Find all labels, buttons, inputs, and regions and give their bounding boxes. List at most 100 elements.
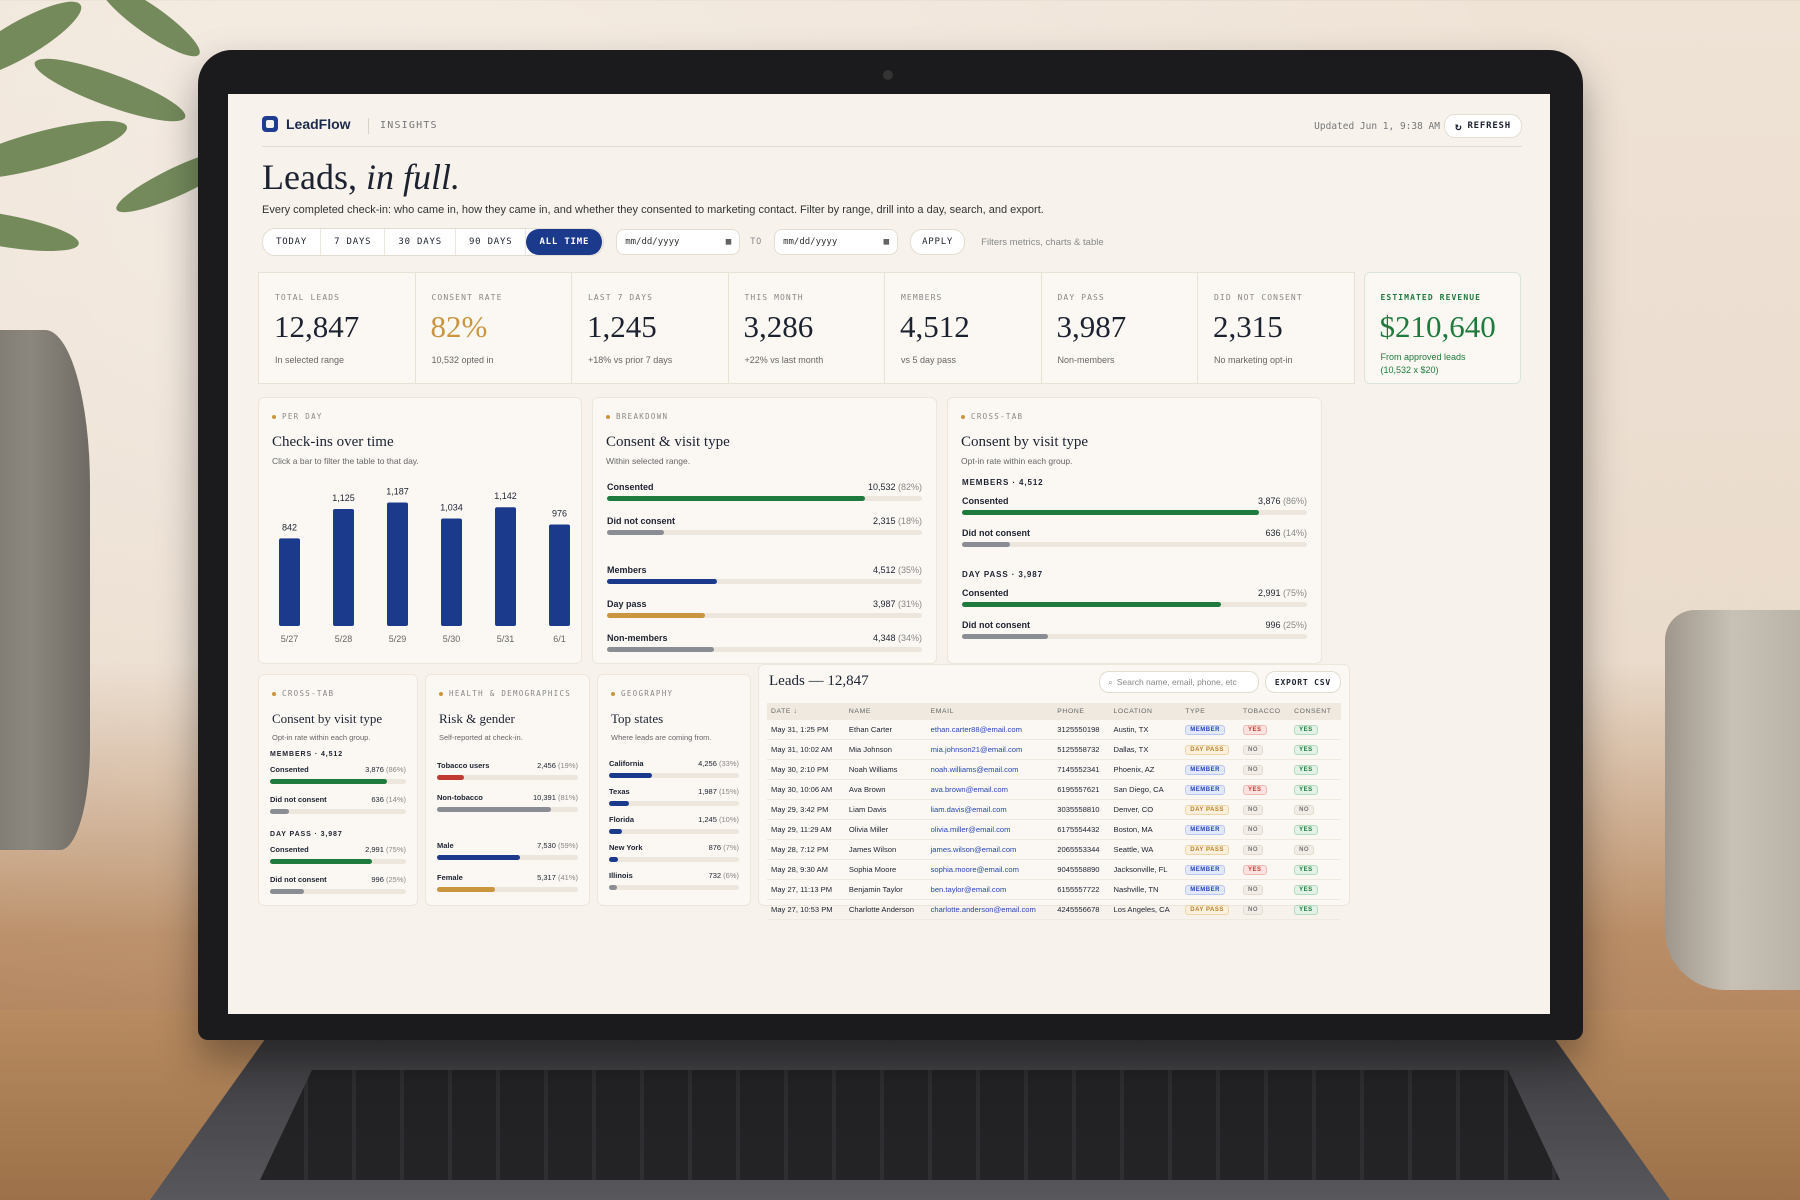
date-to-placeholder: mm/dd/yyyy [783, 237, 838, 247]
table-row[interactable]: May 30, 10:06 AM Ava Brown ava.brown@email… [767, 779, 1341, 800]
progress-fill [270, 779, 387, 784]
type-badge: DAY PASS [1185, 845, 1229, 855]
email-link[interactable]: ethan.carter88@email.com [926, 720, 1054, 740]
row-value: 3,876 (86%) [365, 765, 406, 774]
consent-badge-cell: YES [1290, 899, 1341, 920]
progress-fill [437, 887, 495, 892]
progress-track [270, 809, 406, 814]
x-tick-label: 5/28 [335, 634, 353, 644]
card-title: Consent by visit type [272, 711, 383, 726]
range-option[interactable]: 90 DAYS [456, 229, 527, 255]
chart-bar[interactable] [387, 502, 408, 626]
column-header[interactable]: PHONE [1053, 703, 1110, 720]
email-link[interactable]: liam.davis@email.com [926, 799, 1054, 820]
progress-track [962, 542, 1307, 547]
progress-fill [962, 634, 1049, 639]
progress-row: California 4,256 (33%) [609, 759, 739, 785]
progress-fill [270, 859, 372, 864]
card-eyebrow: CROSS-TAB [961, 412, 1023, 421]
table-row[interactable]: May 28, 7:12 PM James Wilson james.wilson@… [767, 839, 1341, 860]
row-count: 10,532 [867, 482, 896, 492]
table-row[interactable]: May 27, 10:53 PM Charlotte Anderson charlo… [767, 899, 1341, 920]
email-link[interactable]: james.wilson@email.com [926, 839, 1054, 860]
search-input[interactable]: ⌕ Search name, email, phone, etc [1099, 671, 1259, 693]
location-cell: Boston, MA [1109, 819, 1182, 840]
range-option[interactable]: TODAY [263, 229, 322, 255]
chart-bar[interactable] [441, 518, 462, 626]
apply-button[interactable]: APPLY [910, 229, 966, 255]
section-label: INSIGHTS [380, 120, 438, 131]
chart-bar[interactable] [495, 507, 516, 626]
name-cell: Noah Williams [844, 759, 927, 780]
kpi-card: DAY PASS 3,987 Non-members [1040, 272, 1198, 384]
progress-track [609, 857, 739, 862]
chart-bar[interactable] [333, 509, 354, 626]
column-header[interactable]: NAME [844, 703, 927, 720]
kpi-sub: From approved leads (10,532 x $20) [1381, 351, 1466, 377]
progress-row: Did not consent 636 (14%) [270, 795, 406, 821]
progress-fill [437, 775, 464, 780]
table-row[interactable]: May 28, 9:30 AM Sophia Moore sophia.moore@… [767, 859, 1341, 880]
table-row[interactable]: May 31, 10:02 AM Mia Johnson mia.johnson21… [767, 739, 1341, 760]
kpi-value: 3,286 [743, 309, 814, 344]
table-row[interactable]: May 29, 3:42 PM Liam Davis liam.davis@emai… [767, 799, 1341, 820]
type-badge-cell: MEMBER [1181, 859, 1239, 880]
column-header[interactable]: TOBACCO [1238, 703, 1291, 720]
email-link[interactable]: olivia.miller@email.com [926, 819, 1054, 840]
progress-fill [607, 647, 715, 652]
group-header: DAY PASS · 3,987 [270, 831, 343, 838]
row-value: 5,317 (41%) [537, 873, 578, 882]
table-row[interactable]: May 27, 11:13 PM Benjamin Taylor ben.taylo… [767, 879, 1341, 900]
progress-row: Illinois 732 (6%) [609, 871, 739, 897]
kpi-label: TOTAL LEADS [275, 293, 341, 302]
row-value: 4,256 (33%) [698, 759, 739, 768]
column-header[interactable]: DATE ↓ [767, 703, 845, 720]
type-badge: MEMBER [1185, 825, 1225, 835]
column-header[interactable]: EMAIL [926, 703, 1054, 720]
card-desc: Within selected range. [606, 456, 691, 466]
date-cell: May 30, 2:10 PM [767, 759, 845, 780]
type-badge: DAY PASS [1185, 905, 1229, 915]
range-option[interactable]: 30 DAYS [385, 229, 456, 255]
progress-row: Non-tobacco 10,391 (81%) [437, 793, 578, 819]
progress-fill [270, 809, 290, 814]
row-label: Texas [609, 787, 630, 796]
kpi-label: DAY PASS [1057, 293, 1105, 302]
email-link[interactable]: mia.johnson21@email.com [926, 739, 1054, 760]
tobacco-badge-cell: NO [1238, 879, 1291, 900]
table-row[interactable]: May 30, 2:10 PM Noah Williams noah.william… [767, 759, 1341, 780]
brand-logo[interactable]: LeadFlow [262, 116, 351, 132]
email-link[interactable]: sophia.moore@email.com [926, 859, 1054, 880]
table-row[interactable]: May 29, 11:29 AM Olivia Miller olivia.mill… [767, 819, 1341, 840]
location-cell: Los Angeles, CA [1109, 899, 1182, 920]
date-from-field[interactable]: mm/dd/yyyy ▦ [616, 229, 741, 255]
chart-bar[interactable] [279, 538, 300, 626]
date-cell: May 28, 9:30 AM [767, 859, 845, 880]
column-header[interactable]: TYPE [1181, 703, 1239, 720]
row-percent: (18%) [895, 516, 922, 526]
column-header[interactable]: CONSENT [1290, 703, 1341, 720]
table-row[interactable]: May 31, 1:25 PM Ethan Carter ethan.carter8… [767, 720, 1341, 740]
email-link[interactable]: ben.taylor@email.com [926, 879, 1054, 900]
export-csv-button[interactable]: EXPORT CSV [1264, 671, 1341, 693]
row-count: 5,317 [537, 873, 556, 882]
refresh-button[interactable]: ↻ REFRESH [1444, 114, 1522, 138]
row-value: 2,315 (18%) [873, 516, 922, 526]
progress-row: Non-members 4,348 (34%) [607, 633, 922, 659]
email-link[interactable]: charlotte.anderson@email.com [926, 899, 1054, 920]
chart-bar[interactable] [549, 524, 570, 626]
name-cell: Ethan Carter [844, 720, 927, 740]
date-to-field[interactable]: mm/dd/yyyy ▦ [774, 229, 899, 255]
range-option[interactable]: ALL TIME [526, 229, 604, 255]
row-count: 2,456 [537, 761, 556, 770]
range-selector: TODAY 7 DAYS 30 DAYS 90 DAYS ALL TIME [262, 228, 605, 256]
card-desc: Opt-in rate within each group. [272, 733, 371, 742]
consent-badge: YES [1294, 905, 1318, 915]
email-link[interactable]: noah.williams@email.com [926, 759, 1054, 780]
progress-track [962, 602, 1307, 607]
kpi-sub: Non-members [1057, 355, 1115, 365]
progress-track [270, 859, 406, 864]
range-option[interactable]: 7 DAYS [321, 229, 386, 255]
email-link[interactable]: ava.brown@email.com [926, 779, 1054, 800]
column-header[interactable]: LOCATION [1109, 703, 1182, 720]
